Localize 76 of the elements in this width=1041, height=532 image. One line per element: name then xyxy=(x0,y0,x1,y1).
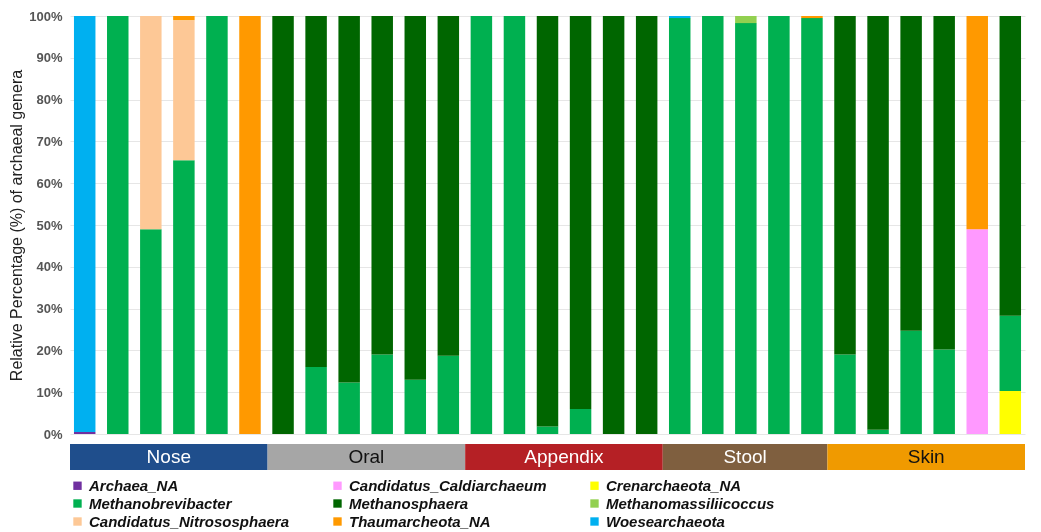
bar xyxy=(999,315,1022,391)
legend-label: Methanobrevibacter xyxy=(89,494,233,512)
y-tick-label: 10% xyxy=(36,384,63,400)
bar xyxy=(338,16,360,383)
bar xyxy=(735,16,757,24)
bar xyxy=(966,16,988,230)
text: Skin xyxy=(907,446,945,467)
bar xyxy=(569,16,592,409)
bar xyxy=(801,16,823,19)
bar xyxy=(140,229,162,434)
y-axis-title: Relative Percentage (%) of archaeal genera xyxy=(8,69,26,382)
bar xyxy=(668,18,691,434)
bar xyxy=(702,16,724,434)
legend-label: Thaumarcheota_NA xyxy=(349,512,491,530)
bar xyxy=(338,382,360,434)
bar xyxy=(305,367,327,434)
bar xyxy=(735,23,757,434)
bar xyxy=(173,160,195,434)
bar xyxy=(834,354,856,434)
y-tick-label: 30% xyxy=(36,301,63,317)
bar xyxy=(933,349,955,434)
text: Appendix xyxy=(524,446,605,467)
legend-label: Methanomassiliicoccus xyxy=(606,494,775,512)
bar xyxy=(602,16,625,434)
bar xyxy=(371,16,393,355)
legend-label: Candidatus_Nitrososphaera xyxy=(89,512,290,530)
bar xyxy=(173,16,195,21)
y-tick-label: 50% xyxy=(36,217,63,233)
bar xyxy=(668,16,691,19)
y-tick-label: 20% xyxy=(36,342,63,358)
y-tick-label: 100% xyxy=(29,8,63,24)
bar xyxy=(867,16,889,430)
bar xyxy=(999,390,1022,434)
bar xyxy=(404,16,427,380)
bar xyxy=(73,16,96,432)
bar xyxy=(173,20,195,161)
legend-label: Archaea_NA xyxy=(88,476,179,494)
bar xyxy=(569,408,592,434)
legend-label: Methanosphaera xyxy=(349,494,469,512)
bar xyxy=(470,16,493,434)
bar xyxy=(900,16,922,331)
bar xyxy=(239,16,261,434)
text: Oral xyxy=(348,446,385,467)
y-tick-label: 80% xyxy=(36,92,63,108)
legend-label: Candidatus_Caldiarchaeum xyxy=(349,476,547,494)
bar xyxy=(371,354,393,434)
bar xyxy=(933,16,955,350)
bar xyxy=(966,229,988,434)
bar xyxy=(437,355,460,434)
bar xyxy=(768,16,790,434)
y-tick-label: 0% xyxy=(43,426,63,442)
legend-label: Crenarchaeota_NA xyxy=(606,476,742,494)
bar xyxy=(536,16,559,427)
bar xyxy=(801,18,823,434)
text: Nose xyxy=(146,446,191,467)
bar xyxy=(206,16,228,434)
bar xyxy=(635,16,658,434)
y-tick-label: 90% xyxy=(36,50,63,66)
bar xyxy=(503,16,526,434)
y-tick-label: 70% xyxy=(36,133,63,149)
bar xyxy=(404,379,427,434)
bar xyxy=(140,16,162,230)
bar xyxy=(437,16,460,356)
bar xyxy=(999,16,1022,316)
bar xyxy=(867,429,889,434)
bar xyxy=(107,16,129,434)
bar xyxy=(834,16,856,355)
bar xyxy=(900,330,922,434)
y-tick-label: 60% xyxy=(36,175,63,191)
legend-label: Woesearchaeota xyxy=(606,512,725,530)
bar xyxy=(73,431,96,434)
bar xyxy=(536,426,559,434)
text: Stool xyxy=(723,446,767,467)
bar xyxy=(305,16,327,368)
y-tick-label: 40% xyxy=(36,259,63,275)
bar xyxy=(272,16,294,434)
